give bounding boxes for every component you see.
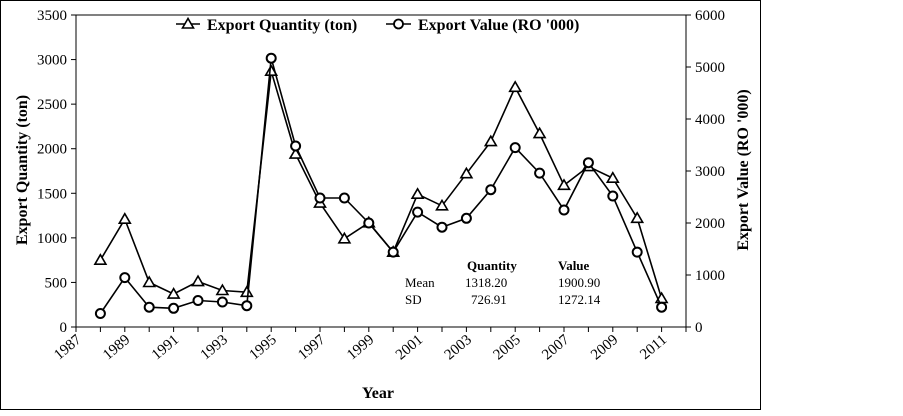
quantity-point-triangle bbox=[630, 211, 645, 224]
value-point-circle bbox=[412, 206, 424, 218]
value-point-circle bbox=[168, 302, 180, 314]
quantity-point-triangle bbox=[605, 171, 620, 183]
y-left-tick-label: 3500 bbox=[37, 8, 67, 24]
y-left-tick-label: 1000 bbox=[37, 231, 67, 247]
value-point-circle bbox=[631, 246, 643, 258]
x-axis-title: Year bbox=[362, 385, 394, 402]
y-left-tick-label: 500 bbox=[45, 275, 68, 291]
value-point-circle bbox=[387, 246, 399, 258]
y-axis-right-title: Export Value (RO '000) bbox=[735, 89, 752, 250]
quantity-point-triangle bbox=[166, 287, 181, 299]
y-right-tick-label: 6000 bbox=[695, 8, 725, 24]
quantity-point-triangle bbox=[483, 134, 498, 147]
stats-row-sd-quantity: 726.91 bbox=[471, 292, 507, 307]
stats-header-quantity: Quantity bbox=[467, 258, 517, 273]
quantity-point-triangle bbox=[435, 198, 449, 211]
value-point-circle bbox=[290, 140, 302, 152]
value-point-circle bbox=[338, 192, 350, 204]
value-point-circle bbox=[558, 204, 570, 216]
value-point-circle bbox=[94, 308, 106, 319]
y-right-tick-label: 4000 bbox=[695, 112, 725, 128]
quantity-point-triangle bbox=[239, 285, 254, 298]
value-point-circle bbox=[265, 52, 277, 64]
stats-row-mean-label: Mean bbox=[405, 275, 435, 290]
quantity-point-triangle bbox=[337, 231, 352, 244]
value-point-circle bbox=[656, 301, 668, 313]
stats-row-mean-quantity: 1318.20 bbox=[465, 275, 507, 290]
y-left-tick-label: 2000 bbox=[37, 142, 67, 158]
quantity-point-triangle bbox=[191, 274, 205, 287]
value-point-circle bbox=[241, 300, 253, 312]
legend-label-value: Export Value (RO '000) bbox=[418, 17, 579, 34]
value-point-circle bbox=[485, 184, 497, 196]
quantity-point-triangle bbox=[532, 126, 547, 139]
value-point-circle bbox=[436, 221, 448, 233]
y-right-tick-label: 5000 bbox=[695, 60, 725, 76]
y-left-tick-label: 0 bbox=[60, 320, 68, 336]
legend-marker-triangle bbox=[181, 16, 195, 29]
stats-header-value: Value bbox=[558, 258, 590, 273]
y-left-tick-label: 2500 bbox=[37, 97, 67, 113]
quantity-point-triangle bbox=[410, 187, 425, 199]
y-right-tick-label: 0 bbox=[695, 320, 703, 336]
value-point-circle bbox=[582, 157, 594, 169]
stats-table: Quantity Value Mean 1318.20 1900.90 SD 7… bbox=[405, 258, 601, 307]
quantity-point-triangle bbox=[557, 178, 571, 191]
quantity-point-triangle bbox=[117, 212, 132, 224]
stats-row-sd-label: SD bbox=[405, 292, 422, 307]
quantity-point-triangle bbox=[459, 166, 474, 179]
quantity-point-triangle bbox=[142, 275, 157, 288]
y-left-tick-label: 3000 bbox=[37, 53, 67, 69]
value-point-circle bbox=[119, 272, 131, 284]
value-point-circle bbox=[216, 296, 228, 308]
value-point-circle bbox=[509, 142, 521, 154]
legend-marker-circle bbox=[393, 18, 404, 30]
legend: Export Quantity (ton) Export Value (RO '… bbox=[176, 16, 579, 34]
value-point-circle bbox=[192, 295, 204, 306]
y-left-tick-label: 1500 bbox=[37, 186, 67, 202]
quantity-point-triangle bbox=[508, 80, 523, 93]
y-right-tick-label: 3000 bbox=[695, 164, 725, 180]
value-point-circle bbox=[534, 167, 546, 179]
value-point-circle bbox=[460, 212, 472, 224]
quantity-point-triangle bbox=[93, 253, 108, 266]
y-right-tick-label: 1000 bbox=[695, 268, 725, 284]
value-point-circle bbox=[314, 192, 326, 204]
legend-label-quantity: Export Quantity (ton) bbox=[207, 17, 357, 34]
figure-border bbox=[0, 0, 761, 410]
stats-row-mean-value: 1900.90 bbox=[558, 275, 600, 290]
value-point-circle bbox=[607, 190, 619, 202]
series-layer bbox=[93, 52, 669, 319]
y-right-tick-label: 2000 bbox=[695, 216, 725, 232]
value-point-circle bbox=[363, 217, 375, 229]
quantity-point-triangle bbox=[215, 283, 230, 296]
value-point-circle bbox=[143, 301, 155, 313]
y-axis-left-title: Export Quantity (ton) bbox=[14, 95, 31, 245]
stats-row-sd-value: 1272.14 bbox=[558, 292, 601, 307]
